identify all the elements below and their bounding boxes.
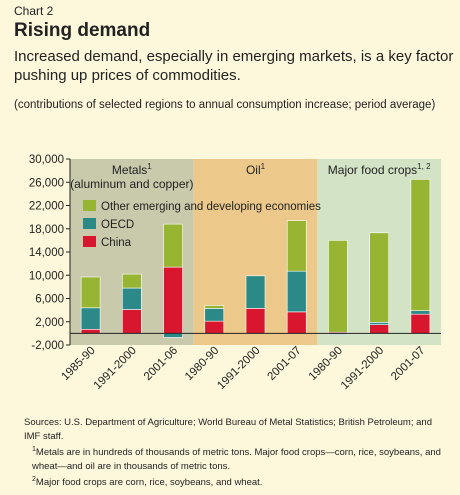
x-tick-label: 1991-2000 (339, 345, 386, 392)
y-tick-label: 2,000 (35, 317, 64, 329)
bar-segment-other (122, 273, 142, 289)
y-tick-label: 30,000 (29, 154, 64, 166)
bar-segment-oecd (80, 307, 101, 330)
legend-swatch-oecd (83, 218, 96, 229)
footnote-1: 1Metals are in hundreds of thousands of … (24, 443, 449, 473)
group-label-sup: 1 (261, 162, 266, 171)
x-tick-label: 1991-2000 (92, 345, 139, 392)
bar-segment-other (410, 179, 431, 312)
footnote-1-mark: 1 (32, 446, 36, 453)
bar-segment-oecd (204, 308, 225, 322)
x-tick-label: 1985-90 (59, 345, 97, 383)
footnote-1-text: Metals are in hundreds of thousands of m… (32, 447, 441, 472)
legend-swatch-china (83, 236, 96, 247)
bar-segment-other (369, 232, 389, 323)
bar-segment-china (410, 313, 431, 334)
bar-segment-oecd (122, 287, 142, 310)
bar-segment-china (204, 320, 225, 334)
bar-segment-oecd (163, 333, 183, 338)
x-tick-label: 1980-90 (307, 345, 345, 383)
y-tick-label: 10,000 (29, 270, 64, 282)
footnote-2-mark: 2 (32, 476, 36, 484)
group-label-sup: 1 (147, 162, 152, 171)
y-tick-label: 22,000 (29, 201, 64, 213)
sources-note: Sources: U.S. Department of Agriculture;… (24, 417, 432, 442)
footnote-2: 2Major food crops are corn, rice, soybea… (24, 473, 449, 490)
legend-label-oecd: OECD (101, 219, 134, 231)
bar-segment-other (204, 305, 225, 309)
y-tick-label: 14,000 (29, 247, 64, 259)
bar-segment-china (122, 309, 142, 334)
bar-segment-china (369, 324, 389, 334)
bar-segment-china (286, 311, 307, 334)
y-tick-label: 18,000 (29, 224, 64, 236)
y-tick-label: 6,000 (35, 294, 64, 306)
bar-segment-china (163, 266, 183, 334)
group-label: Metals1 (112, 162, 152, 177)
chart-note: (contributions of selected regions to an… (14, 99, 436, 111)
chart-footer: Sources: U.S. Department of Agriculture;… (24, 416, 449, 490)
group-sublabel: (aluminum and copper) (70, 177, 193, 191)
bar-segment-other (328, 240, 348, 333)
bar-segment-other (80, 276, 101, 309)
bar-segment-oecd (410, 310, 431, 315)
bar-segment-oecd (245, 275, 266, 309)
x-tick-label: 1991-2000 (215, 345, 262, 392)
page-title: Rising demand (14, 20, 151, 41)
chart-label: Chart 2 (14, 4, 54, 18)
bar-segment-oecd (369, 322, 389, 325)
x-tick-label: 2001-07 (266, 345, 304, 383)
x-tick-label: 2001-06 (142, 345, 180, 383)
legend-label-other: Other emerging and developing economies (101, 201, 321, 213)
group-label: Major food crops1, 2 (328, 162, 431, 177)
y-tick-label: -2,000 (31, 340, 64, 352)
stacked-bar-chart: Metals1(aluminum and copper)Oil1 Major fo… (29, 154, 441, 392)
bar-segment-other (286, 220, 307, 272)
page-subtitle: Increased demand, especially in emerging… (14, 48, 454, 84)
bar-segment-oecd (286, 270, 307, 313)
x-tick-label: 2001-07 (389, 345, 427, 383)
bar-segment-china (80, 329, 101, 334)
legend-label-china: China (101, 237, 132, 249)
x-tick-label: 1980-90 (183, 345, 221, 383)
legend-swatch-other (83, 200, 96, 211)
bar-segment-other (163, 223, 183, 268)
group-label-sup: 1, 2 (417, 162, 431, 171)
y-tick-label: 26,000 (29, 177, 64, 189)
bar-segment-china (245, 308, 266, 334)
footnote-2-text: Major food crops are corn, rice, soybean… (35, 477, 263, 489)
